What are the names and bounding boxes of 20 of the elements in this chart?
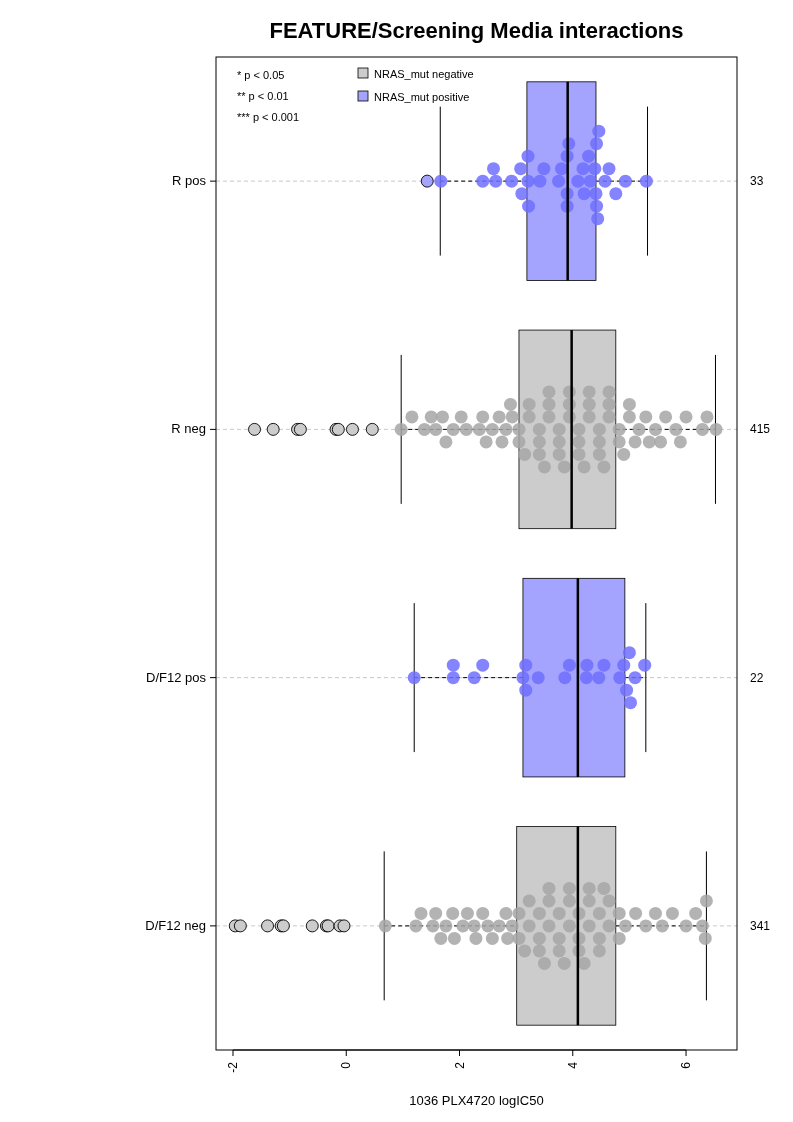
y-tick-label: R pos [172, 173, 207, 189]
x-tick-label: 6 [679, 1061, 694, 1069]
text: 33 [750, 174, 764, 189]
x-tick-label: -2 [225, 1061, 240, 1073]
x-tick-label: 2 [452, 1061, 467, 1069]
annotation: * p < 0.05 [237, 69, 285, 81]
text: 22 [750, 670, 764, 685]
y-tick-label: R neg [171, 421, 206, 437]
annotation: ** p < 0.01 [237, 90, 289, 102]
x-tick-label: 0 [339, 1061, 354, 1069]
y-tick-label: D/F12 pos [146, 669, 207, 685]
x-axis-title: 1036 PLX4720 logIC50 [409, 1093, 544, 1108]
annotation: *** p < 0.001 [237, 111, 300, 123]
text: 415 [750, 422, 771, 437]
x-tick-label: 4 [565, 1061, 580, 1069]
legend-label: NRAS_mut negative [374, 68, 474, 80]
chart-title: FEATURE/Screening Media interactions [269, 18, 684, 43]
legend-label: NRAS_mut positive [374, 91, 470, 103]
y-tick-label: D/F12 neg [145, 917, 206, 933]
text: 341 [750, 918, 771, 933]
